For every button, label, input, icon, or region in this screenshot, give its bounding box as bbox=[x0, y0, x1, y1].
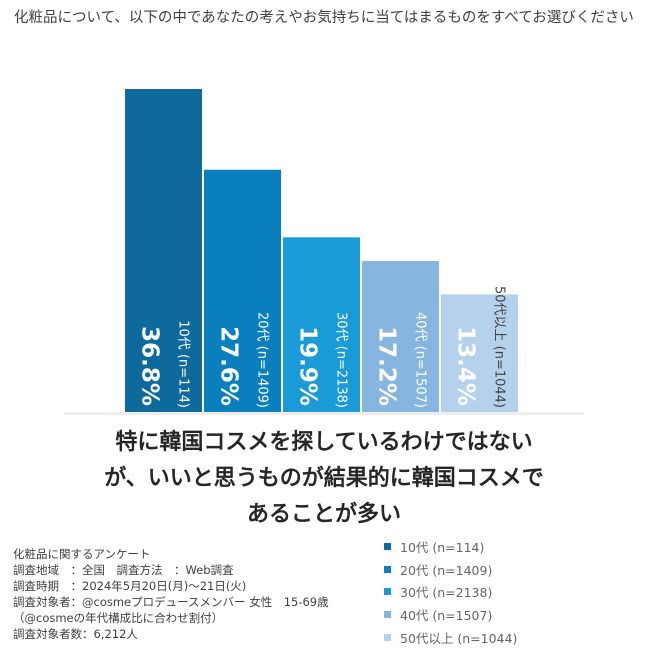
bar bbox=[283, 237, 360, 412]
survey-info: 化粧品に関するアンケート 調査地域 ：全国 調査方法 ：Web調査 調査時期 ：… bbox=[13, 546, 329, 642]
headline: 特に韓国コスメを探しているわけではない が、いいと思うものが結果的に韓国コスメで… bbox=[64, 425, 584, 533]
data-label: 36.8% bbox=[137, 326, 163, 406]
legend-swatch bbox=[384, 610, 391, 618]
chart-legend: 10代 (n=114) 20代 (n=1409) 30代 (n=2138) 40… bbox=[384, 535, 517, 648]
survey-area: 調査地域 ：全国 調査方法 ：Web調査 bbox=[13, 563, 234, 577]
legend-swatch bbox=[384, 565, 391, 573]
legend-label: 50代以上 (n=1044) bbox=[400, 630, 518, 646]
headline-line: が、いいと思うものが結果的に韓国コスメで bbox=[104, 466, 544, 491]
survey-title: 化粧品に関するアンケート bbox=[13, 547, 151, 561]
legend-item: 40代 (n=1507) bbox=[384, 603, 517, 626]
question-text: 化粧品について、以下の中であなたの考えやお気持ちに当てはまるものをすべてお選びく… bbox=[14, 10, 634, 26]
category-label: 20代 (n=1409) bbox=[255, 312, 270, 408]
legend-item: 20代 (n=1409) bbox=[384, 558, 517, 581]
legend-label: 10代 (n=114) bbox=[400, 539, 485, 555]
legend-label: 20代 (n=1409) bbox=[400, 562, 493, 578]
data-label: 27.6% bbox=[216, 326, 242, 406]
survey-period: 調査時期 ：2024年5月20日(月)～21日(火) bbox=[13, 579, 247, 593]
headline-line: 特に韓国コスメを探しているわけではない bbox=[115, 430, 533, 455]
bar bbox=[125, 89, 202, 412]
data-label: 17.2% bbox=[374, 326, 400, 406]
survey-count: 調査対象者数：6,212人 bbox=[13, 627, 138, 641]
legend-swatch bbox=[384, 542, 391, 550]
legend-item: 30代 (n=2138) bbox=[384, 580, 517, 603]
headline-line: あることが多い bbox=[246, 502, 401, 527]
survey-target: 調査対象者：@cosmeプロデュースメンバー 女性 15-69歳 bbox=[13, 595, 329, 609]
legend-item: 50代以上 (n=1044) bbox=[384, 626, 517, 648]
bar bbox=[362, 261, 439, 412]
chart-baseline bbox=[64, 412, 584, 415]
bar bbox=[441, 294, 518, 412]
category-label: 10代 (n=114) bbox=[176, 320, 191, 408]
bar-chart: 36.8% 10代 (n=114) 27.6% 20代 (n=1409) 19.9% 30… bbox=[64, 89, 584, 415]
bar bbox=[204, 169, 281, 412]
survey-target-note: （@cosmeの年代構成比に合わせ割付） bbox=[13, 611, 224, 625]
legend-swatch bbox=[384, 588, 391, 596]
category-label: 30代 (n=2138) bbox=[334, 312, 349, 408]
data-label: 19.9% bbox=[295, 326, 321, 406]
legend-label: 30代 (n=2138) bbox=[400, 585, 493, 601]
legend-label: 40代 (n=1507) bbox=[400, 607, 493, 623]
legend-swatch bbox=[384, 633, 391, 641]
legend-item: 10代 (n=114) bbox=[384, 535, 517, 558]
category-label: 50代以上 (n=1044) bbox=[492, 286, 507, 408]
data-label: 13.4% bbox=[453, 326, 479, 406]
category-label: 40代 (n=1507) bbox=[413, 312, 428, 408]
